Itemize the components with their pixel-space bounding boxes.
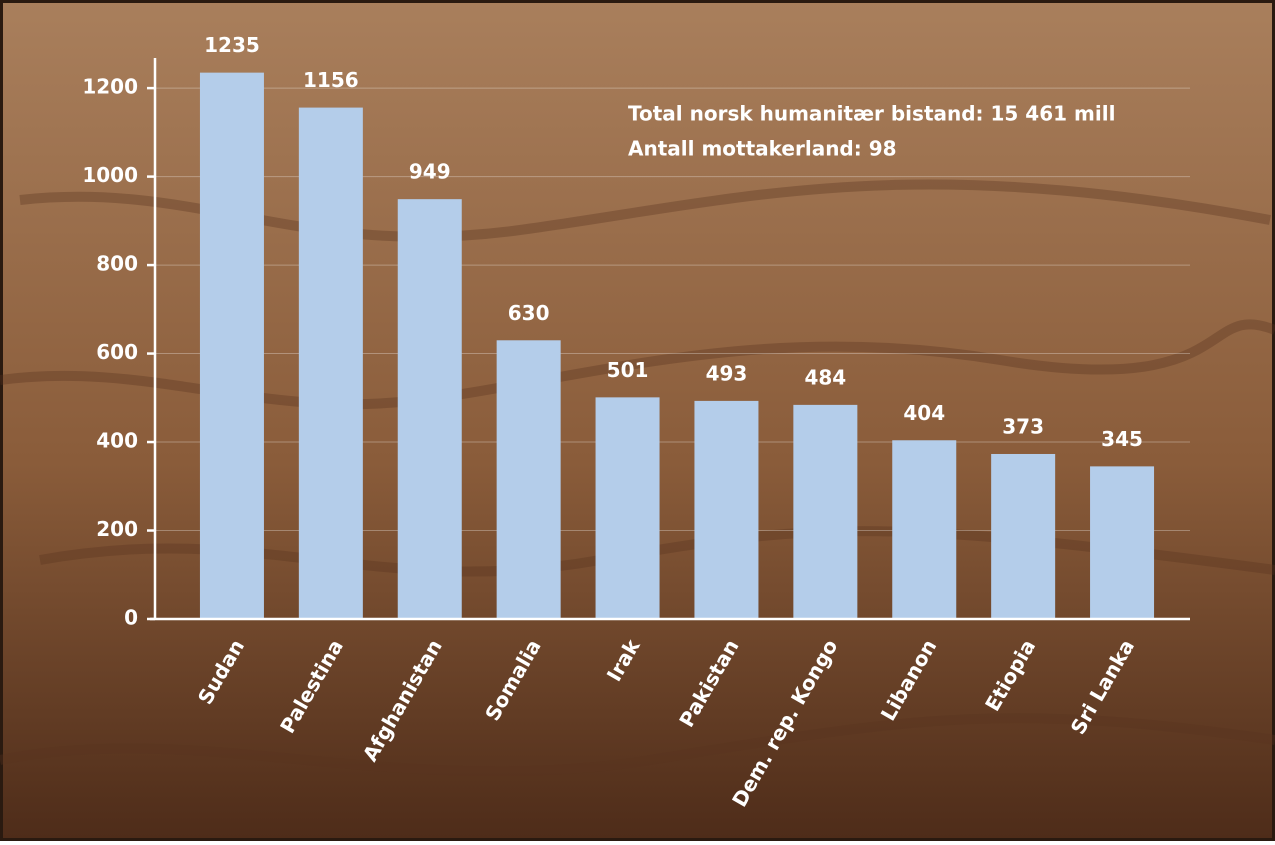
y-tick-label: 1200 bbox=[82, 75, 138, 99]
y-tick-label: 200 bbox=[96, 517, 138, 541]
bar bbox=[793, 404, 858, 619]
bar bbox=[199, 72, 264, 620]
data-label: 493 bbox=[706, 361, 748, 385]
data-label: 345 bbox=[1101, 427, 1143, 451]
data-label: 501 bbox=[607, 358, 649, 382]
bar bbox=[694, 400, 759, 619]
y-tick-label: 600 bbox=[96, 340, 138, 364]
data-label: 630 bbox=[508, 301, 550, 325]
bar bbox=[397, 199, 462, 619]
data-label: 949 bbox=[409, 160, 451, 184]
bar bbox=[496, 340, 561, 619]
bar bbox=[991, 453, 1056, 619]
y-tick-label: 0 bbox=[124, 606, 138, 630]
bar bbox=[1090, 466, 1155, 619]
y-tick-label: 800 bbox=[96, 252, 138, 276]
y-tick-label: 1000 bbox=[82, 163, 138, 187]
y-tick-label: 400 bbox=[96, 429, 138, 453]
data-label: 373 bbox=[1002, 414, 1044, 438]
data-label: 404 bbox=[903, 401, 945, 425]
annotation: Antall mottakerland: 98 bbox=[628, 137, 897, 161]
bar bbox=[298, 107, 363, 619]
data-label: 484 bbox=[804, 365, 846, 389]
annotation: Total norsk humanitær bistand: 15 461 mi… bbox=[628, 102, 1115, 126]
bar bbox=[595, 397, 660, 619]
data-label: 1156 bbox=[303, 68, 359, 92]
data-label: 1235 bbox=[204, 33, 260, 57]
bar bbox=[892, 440, 957, 619]
